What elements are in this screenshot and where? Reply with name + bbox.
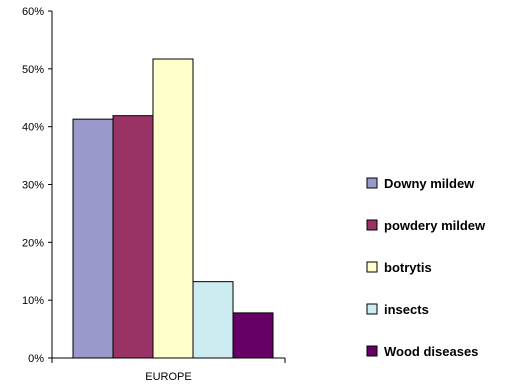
legend-label: insects [384, 302, 429, 317]
legend-swatch [366, 177, 378, 189]
y-tick-label: 40% [22, 122, 44, 134]
y-tick-label: 20% [22, 237, 44, 249]
y-tick-label: 50% [22, 64, 44, 76]
y-tick-label: 0% [28, 353, 44, 365]
y-tick-label: 30% [22, 180, 44, 192]
bar-insects [192, 281, 234, 359]
legend-swatch [366, 261, 378, 273]
x-axis: EUROPE [51, 357, 286, 383]
x-category-label: EUROPE [145, 371, 191, 383]
legend-label: Downy mildew [384, 176, 475, 191]
legend-label: powdery mildew [384, 218, 486, 233]
legend-swatch [366, 345, 378, 357]
legend: Downy mildew powdery mildew botrytis insect… [366, 176, 486, 359]
y-tick-label: 60% [22, 6, 44, 18]
legend-swatch [366, 219, 378, 231]
y-tick-label: 10% [22, 295, 44, 307]
bars [72, 58, 274, 359]
bar-powdery-mildew [112, 115, 154, 359]
bar-downy-mildew [72, 118, 114, 359]
y-axis: 0% 10% 20% 30% 40% 50% 60% [22, 6, 53, 365]
legend-label: Wood diseases [384, 344, 478, 359]
legend-label: botrytis [384, 260, 432, 275]
bar-wood-diseases [232, 312, 274, 359]
bar-botrytis [152, 58, 194, 359]
legend-swatch [366, 303, 378, 315]
